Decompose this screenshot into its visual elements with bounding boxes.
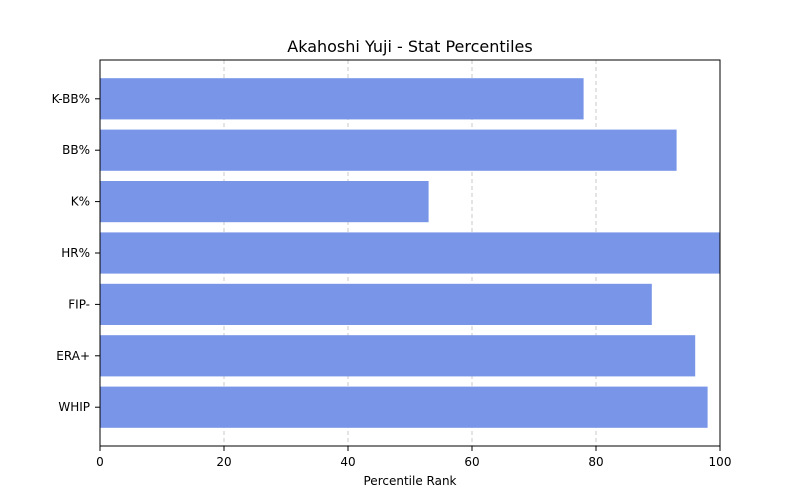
y-tick-label: ERA+ (56, 349, 90, 363)
y-tick-label: WHIP (58, 400, 90, 414)
x-tick-label: 80 (588, 455, 603, 469)
y-tick-label: FIP- (68, 297, 90, 311)
x-tick-label: 100 (709, 455, 732, 469)
y-tick-label: K% (71, 195, 90, 209)
y-axis: K-BB% BB% K% HR% FIP- ERA+ WHIP (52, 92, 100, 414)
x-tick-label: 40 (340, 455, 355, 469)
y-tick-label: HR% (61, 246, 90, 260)
x-tick-label: 0 (96, 455, 104, 469)
x-axis-label: Percentile Rank (364, 474, 457, 488)
x-tick-label: 20 (216, 455, 231, 469)
y-tick-label: K-BB% (52, 92, 90, 106)
bar-era- (100, 335, 696, 377)
x-axis: 0 20 40 60 80 100 (96, 446, 731, 469)
bars (100, 78, 720, 428)
chart-title: Akahoshi Yuji - Stat Percentiles (287, 37, 532, 56)
bar-whip (100, 386, 708, 428)
bar-fip- (100, 283, 652, 325)
bar-k-bb- (100, 78, 584, 120)
bar-k- (100, 181, 429, 223)
bar-hr- (100, 232, 720, 274)
x-tick-label: 60 (464, 455, 479, 469)
y-tick-label: BB% (62, 143, 90, 157)
bar-bb- (100, 129, 677, 171)
